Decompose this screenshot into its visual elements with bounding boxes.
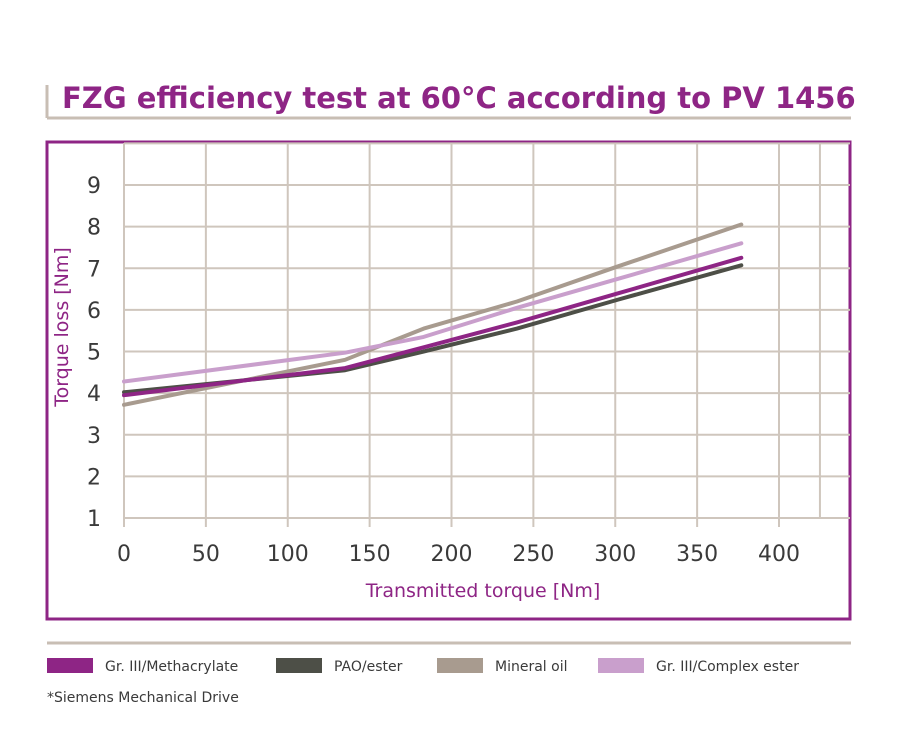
plot-series	[122, 222, 744, 407]
x-tick-label: 400	[758, 542, 800, 567]
x-tick-label: 150	[349, 542, 391, 567]
y-tick-label: 7	[87, 257, 101, 282]
y-tick-label: 9	[87, 174, 101, 199]
footnote: *Siemens Mechanical Drive	[47, 690, 239, 706]
legend-swatch	[437, 658, 483, 673]
series-line-gr-iii-methacrylate	[122, 255, 744, 398]
y-axis-label: Torque loss [Nm]	[51, 247, 73, 408]
y-tick-label: 3	[87, 424, 101, 449]
y-tick-label: 6	[87, 299, 101, 324]
chart-frame	[45, 140, 852, 621]
x-tick-label: 50	[192, 542, 220, 567]
x-axis-label: Transmitted torque [Nm]	[365, 580, 601, 602]
y-tick-labels: 1 2 3 4 5 6 7 8 9	[87, 174, 101, 532]
legend-swatch	[47, 658, 93, 673]
y-tick-label: 8	[87, 216, 101, 241]
y-tick-label: 5	[87, 341, 101, 366]
legend-label: PAO/ester	[334, 659, 403, 675]
chart-title: FZG efficiency test at 60°C according to…	[62, 81, 856, 115]
x-tick-label: 100	[267, 542, 309, 567]
series-line-mineral-oil	[122, 222, 744, 407]
legend-label: Gr. III/Methacrylate	[105, 659, 238, 675]
y-tick-label: 1	[87, 507, 101, 532]
legend-swatch	[276, 658, 322, 673]
x-tick-label: 0	[117, 542, 131, 567]
x-tick-label: 200	[431, 542, 473, 567]
x-tick-label: 300	[594, 542, 636, 567]
legend-label: Gr. III/Complex ester	[656, 659, 799, 675]
x-tick-label: 350	[676, 542, 718, 567]
x-tick-label: 250	[512, 542, 554, 567]
series-line-gr-iii-complex-ester	[122, 241, 744, 384]
legend-swatch	[598, 658, 644, 673]
legend: Gr. III/Methacrylate PAO/ester Mineral oil…	[47, 658, 799, 675]
legend-label: Mineral oil	[495, 659, 567, 675]
y-tick-label: 2	[87, 465, 101, 490]
y-tick-label: 4	[87, 382, 101, 407]
grid	[123, 142, 850, 527]
x-tick-labels: 0 50 100 150 200 250 300 350 400	[117, 542, 800, 567]
